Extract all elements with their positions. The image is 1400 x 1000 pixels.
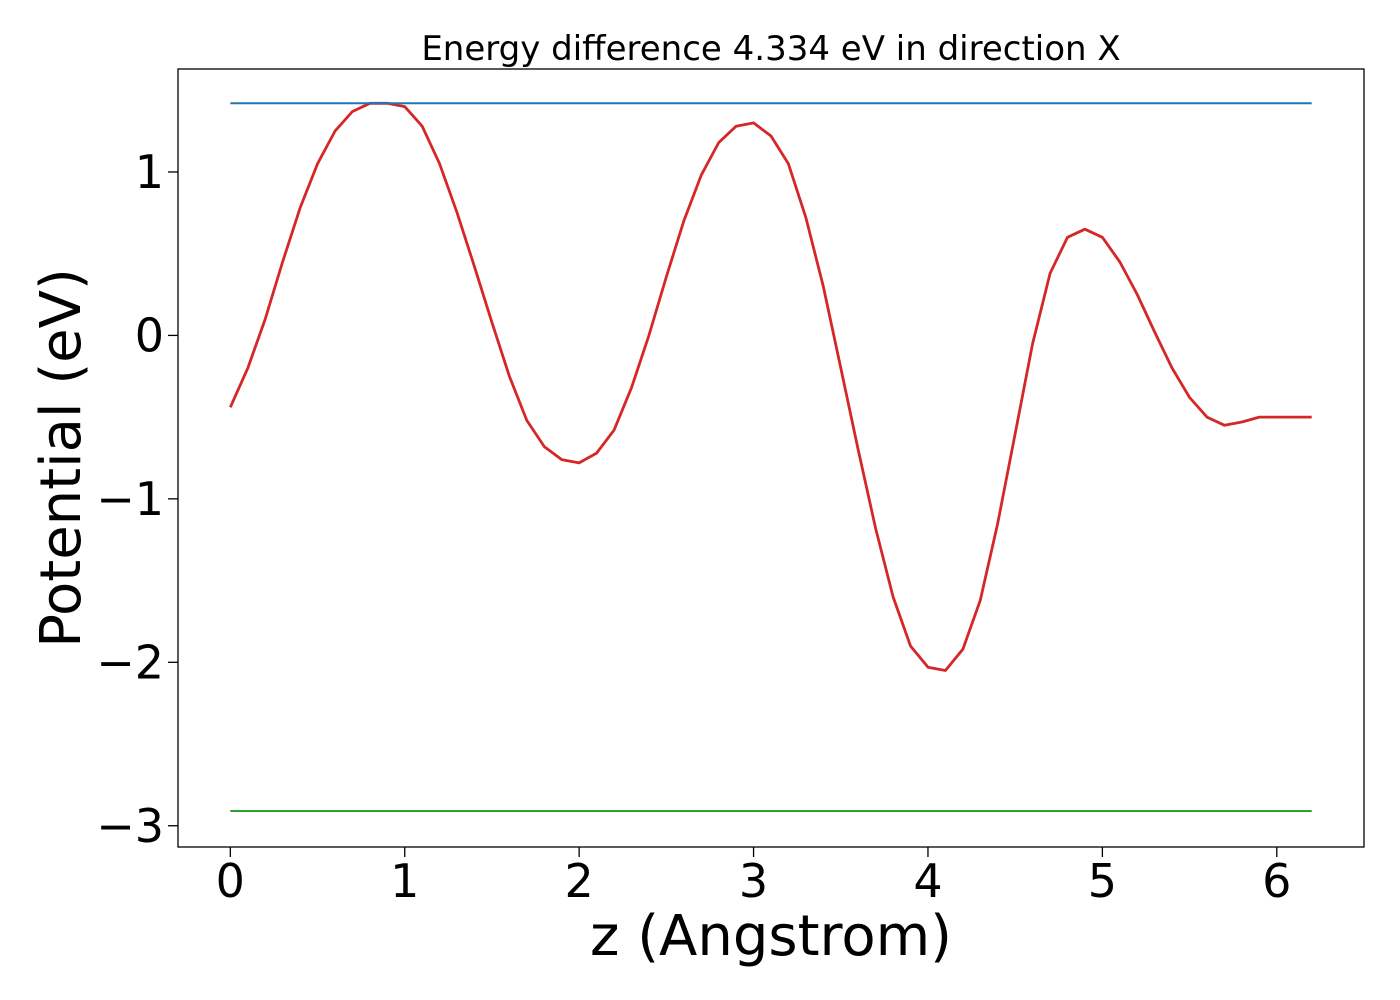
x-tick-label: 3 [739,854,768,908]
series-line-1 [229,101,1312,672]
x-tick-label: 6 [1262,854,1291,908]
y-tick-label: 0 [135,308,164,362]
x-tick-label: 5 [1088,854,1117,908]
y-tick-label: −2 [96,635,164,689]
x-axis-label: z (Angstrom) [590,904,952,969]
x-tick-label: 2 [565,854,594,908]
plot-frame [177,68,1365,848]
y-axis-label: Potential (eV) [29,268,94,648]
y-tick-label: −3 [96,799,164,853]
plot-area [229,101,1312,812]
x-tick-label: 0 [216,854,245,908]
x-axis: 0 1 2 3 4 5 6 [216,847,1291,908]
chart-title: Energy difference 4.334 eV in direction … [421,29,1120,69]
y-tick-label: −1 [96,472,164,526]
x-tick-label: 1 [390,854,419,908]
x-tick-label: 4 [913,854,942,908]
y-tick-label: 1 [135,145,164,199]
y-axis: 1 0 −1 −2 −3 [96,145,178,853]
